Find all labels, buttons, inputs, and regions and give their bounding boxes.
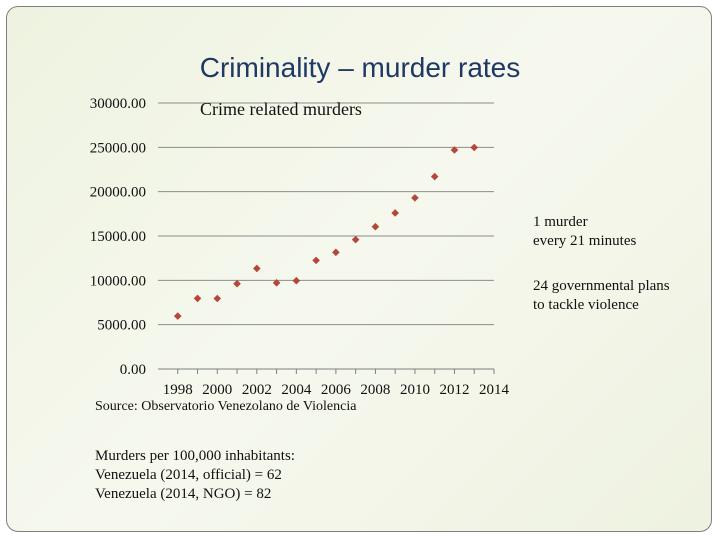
notes-line: Venezuela (2014, NGO) = 82 bbox=[95, 486, 272, 502]
chart-title: Crime related murders bbox=[200, 99, 362, 119]
data-point bbox=[173, 312, 182, 320]
source-note: Source: Observatorio Venezolano de Viole… bbox=[95, 399, 357, 414]
data-point bbox=[391, 209, 399, 217]
data-point bbox=[470, 143, 479, 152]
data-point bbox=[312, 256, 320, 265]
y-tick-label: 30000.00 bbox=[90, 96, 146, 112]
murder-rate-notes: Murders per 100,000 inhabitants: Venezue… bbox=[95, 447, 295, 504]
x-tick-label: 2008 bbox=[360, 382, 390, 398]
side-note-line: every 21 minutes bbox=[533, 233, 637, 249]
y-tick-label: 25000.00 bbox=[90, 140, 146, 156]
x-tick-label: 2012 bbox=[439, 382, 469, 398]
data-point bbox=[371, 222, 380, 231]
murders-scatter-chart: 0.00 5000.00 10000.00 15000.00 20000.00 25000… bbox=[90, 96, 510, 398]
side-note-murder-frequency: 1 murder every 21 minutes bbox=[533, 213, 636, 251]
x-tick-label: 2004 bbox=[281, 382, 312, 398]
y-tick-label: 15000.00 bbox=[90, 229, 146, 245]
x-tick-label: 1998 bbox=[163, 382, 193, 398]
y-tick-label: 10000.00 bbox=[90, 273, 146, 289]
gridlines bbox=[158, 102, 494, 326]
data-point bbox=[272, 279, 281, 287]
x-tick-label: 2002 bbox=[242, 382, 272, 398]
data-point bbox=[450, 146, 459, 154]
slide: Criminality – murder rates 0.00 5000.00 10… bbox=[6, 6, 712, 532]
y-tick-label: 20000.00 bbox=[90, 185, 146, 201]
data-point bbox=[332, 248, 340, 257]
side-note-line: to tackle violence bbox=[533, 297, 639, 313]
x-tick-label: 2006 bbox=[321, 382, 352, 398]
y-tick-label: 5000.00 bbox=[97, 318, 146, 334]
data-point bbox=[411, 194, 419, 202]
x-tick-label: 2010 bbox=[400, 382, 430, 398]
data-point bbox=[233, 279, 241, 288]
data-point bbox=[253, 264, 261, 273]
slide-title: Criminality – murder rates bbox=[199, 52, 521, 83]
y-tick-label: 0.00 bbox=[120, 362, 146, 378]
x-tick-label: 2014 bbox=[479, 382, 510, 398]
notes-line: Venezuela (2014, official) = 62 bbox=[95, 467, 282, 483]
data-points bbox=[173, 143, 479, 320]
y-tick-labels: 0.00 5000.00 10000.00 15000.00 20000.00 25000… bbox=[90, 96, 146, 378]
x-tick-label: 2000 bbox=[202, 382, 232, 398]
data-point bbox=[213, 294, 222, 303]
side-note-line: 24 governmental plans bbox=[533, 278, 670, 294]
axes bbox=[158, 368, 495, 374]
data-point bbox=[351, 235, 360, 244]
data-point bbox=[430, 172, 439, 181]
side-note-line: 1 murder bbox=[533, 214, 588, 230]
x-tick-labels: 1998 2000 2002 2004 2006 2008 2010 2012 2014 bbox=[163, 382, 510, 398]
data-point bbox=[193, 294, 202, 303]
data-point bbox=[292, 276, 301, 285]
notes-heading: Murders per 100,000 inhabitants: bbox=[95, 448, 295, 464]
side-note-governmental-plans: 24 governmental plans to tackle violence bbox=[533, 277, 670, 315]
